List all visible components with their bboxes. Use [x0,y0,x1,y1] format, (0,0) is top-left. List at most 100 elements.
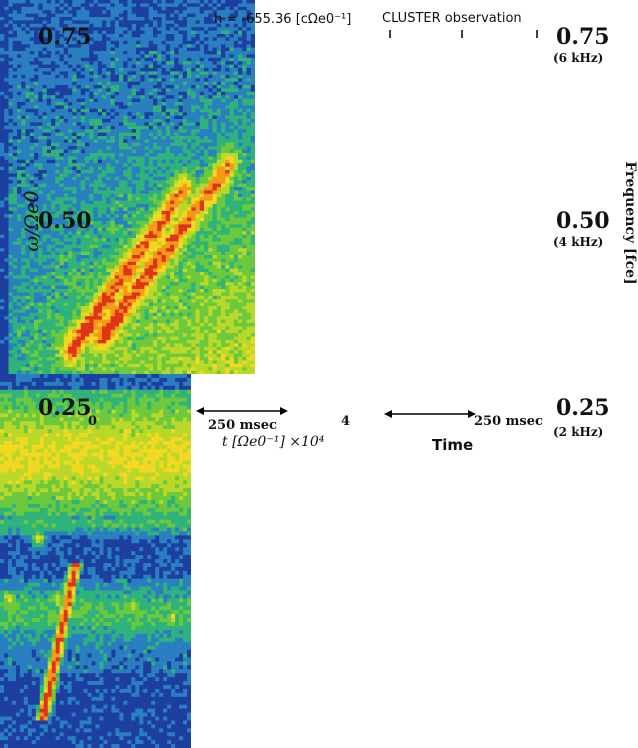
sim-cell [182,40,188,45]
sim-cell [165,122,171,127]
sim-cell [246,6,252,11]
sim-cell [110,61,116,66]
sim-cell [42,142,48,147]
sim-cell [242,0,248,4]
sim-cell [34,61,39,66]
sim-cell [102,136,107,140]
sim-cell [153,272,158,276]
sim-cell [21,207,27,212]
sim-cell [187,102,192,106]
sim-cell [157,258,163,263]
sim-cell [106,234,112,239]
sim-cell [195,6,201,11]
sim-cell [182,234,188,239]
sim-cell [216,190,222,195]
sim-cell [187,27,192,32]
sim-cell [233,265,239,270]
sim-cell [195,197,201,202]
sim-cell [140,190,146,195]
sim-cell [174,13,180,18]
sim-cell [59,234,65,239]
sim-cell [229,200,235,205]
sim-cell [165,98,171,103]
sim-cell [42,57,48,62]
sim-cell [191,241,197,246]
sim-cell [76,119,82,123]
sim-cell [93,251,99,256]
sim-cell [204,112,209,117]
sim-cell [238,221,243,225]
sim-cell [93,91,99,96]
sim-cell [29,139,35,144]
sim-cell [131,47,137,52]
sim-cell [12,105,18,110]
sim-cell [144,200,150,205]
sim-cell [131,40,137,45]
sim-cell [208,244,214,249]
sim-cell [106,85,112,89]
sim-cell [242,214,248,219]
sim-cell [76,221,82,225]
sim-cell [208,187,214,191]
sim-cell [229,248,235,253]
sim-cell [119,153,124,157]
sim-cell [38,81,44,86]
sim-cell [131,244,137,249]
sim-cell [72,217,78,222]
sim-cell [25,255,31,259]
sim-cell [110,129,116,134]
sim-cell [106,221,112,225]
sim-cell [216,183,222,188]
sim-cell [148,78,154,83]
sim-cell [250,71,255,76]
sim-cell [59,221,65,225]
sim-cell [157,129,163,134]
sim-cell [80,119,86,123]
sim-cell [216,122,222,127]
sim-cell [242,81,248,86]
sim-cell [12,258,18,263]
sim-cell [208,170,214,174]
sim-cell [187,149,192,154]
sim-cell [59,207,65,212]
sim-cell [0,275,5,280]
sim-cell [187,142,192,147]
sim-cell [208,30,214,35]
sim-cell [246,163,252,168]
sim-cell [199,214,205,219]
sim-cell [17,47,22,52]
sim-cell [4,30,10,35]
sim-cell [246,13,252,18]
sim-cell [21,54,27,59]
sim-cell [59,136,65,140]
sim-cell [68,187,73,191]
sim-cell [34,91,39,96]
sim-cell [136,51,141,55]
sim-cell [153,255,158,259]
sim-cell [4,153,10,157]
sim-cell [148,275,154,280]
sim-cell [153,51,158,55]
sim-cell [34,244,39,249]
sim-cell [157,156,163,161]
sim-cell [165,176,171,181]
sim-cell [140,238,146,242]
sim-cell [246,40,252,45]
sim-cell [0,10,5,15]
sim-cell [42,244,48,249]
sim-cell [161,119,167,123]
sim-cell [51,231,56,236]
sim-cell [229,207,235,212]
sim-cell [34,183,39,188]
sim-cell [42,265,48,270]
sim-cell [17,197,22,202]
sim-cell [182,112,188,117]
sim-cell [17,64,22,69]
sim-cell [25,261,31,266]
sim-cell [123,170,129,174]
sim-cell [97,119,103,123]
sim-cell [246,207,252,212]
sim-cell [46,10,52,15]
sim-cell [68,119,73,123]
sim-cell [195,241,201,246]
